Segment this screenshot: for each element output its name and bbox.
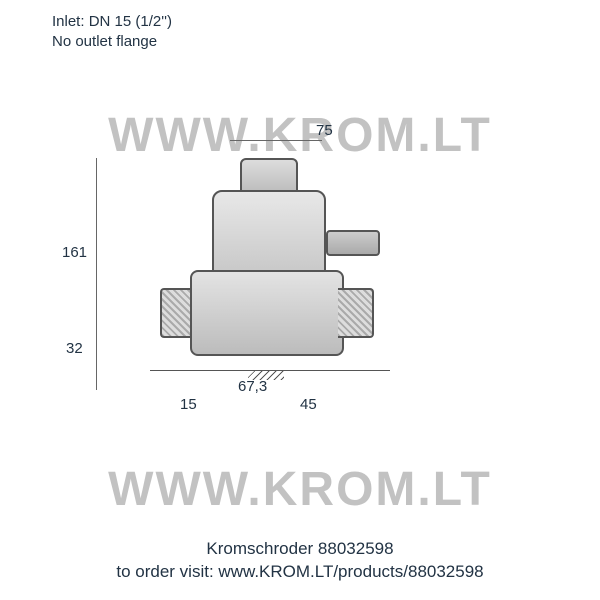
- footer-order-line: to order visit: www.KROM.LT/products/880…: [0, 562, 600, 582]
- valve-connector: [326, 230, 380, 256]
- footer-brand-line: Kromschroder 88032598: [0, 539, 600, 559]
- valve-actuator: [212, 190, 326, 278]
- footer-order-url: www.KROM.LT/products/88032598: [218, 562, 483, 581]
- watermark-bottom: WWW.KROM.LT: [0, 462, 600, 517]
- valve-body: [190, 270, 344, 356]
- extension-line-left: [96, 158, 97, 390]
- dim-height-lower: 32: [66, 340, 83, 357]
- footer-brand: Kromschroder: [206, 539, 313, 558]
- valve-ground-hatch: [248, 370, 284, 380]
- valve-port-right: [338, 288, 374, 338]
- dim-height-main: 161: [62, 244, 87, 261]
- footer-part-number: 88032598: [318, 539, 394, 558]
- header-block: Inlet: DN 15 (1/2'') No outlet flange: [52, 12, 172, 53]
- outlet-line: No outlet flange: [52, 32, 172, 52]
- footer-block: Kromschroder 88032598 to order visit: ww…: [0, 539, 600, 582]
- inlet-line: Inlet: DN 15 (1/2''): [52, 12, 172, 32]
- inlet-prefix: Inlet:: [52, 13, 89, 30]
- valve-diagram: [120, 120, 420, 420]
- inlet-value: DN 15 (1/2''): [89, 13, 172, 30]
- footer-order-prefix: to order visit:: [116, 562, 218, 581]
